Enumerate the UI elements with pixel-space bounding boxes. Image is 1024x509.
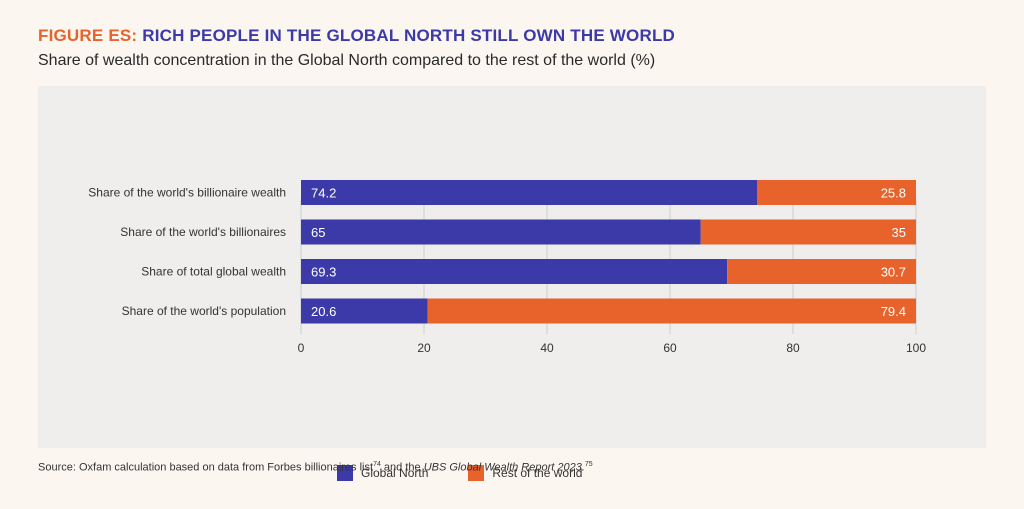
data-label-global-north-0: 74.2	[311, 186, 336, 201]
bar-rest-of-world-1	[700, 219, 916, 245]
category-label-0: Share of the world's billionaire wealth	[88, 186, 286, 200]
legend-item-global-north: Global North	[337, 465, 428, 481]
bar-rest-of-world-3	[427, 298, 916, 324]
legend: Global North Rest of the world	[337, 464, 582, 482]
data-label-rest-of-world-3: 79.4	[881, 304, 906, 319]
figure-title-text: RICH PEOPLE IN THE GLOBAL NORTH STILL OW…	[142, 26, 676, 45]
data-label-rest-of-world-1: 35	[892, 225, 906, 240]
bar-global-north-3	[301, 298, 428, 324]
x-tick-label-0: 0	[298, 341, 305, 355]
chart-panel: Share of the world's billionaire wealth 7…	[38, 86, 986, 481]
data-label-global-north-3: 20.6	[311, 304, 336, 319]
data-label-rest-of-world-2: 30.7	[881, 265, 906, 280]
x-tick-label-3: 60	[663, 341, 677, 355]
data-label-global-north-1: 65	[311, 225, 325, 240]
source-text: Source: Oxfam calculation based on data …	[38, 461, 374, 474]
bar-rest-of-world-2	[727, 259, 916, 284]
legend-label-global-north: Global North	[361, 466, 429, 480]
figure-title: FIGURE ES: RICH PEOPLE IN THE GLOBAL NOR…	[38, 26, 675, 46]
figure-prefix: FIGURE ES:	[38, 26, 138, 45]
source-text-mid: and the	[380, 461, 424, 474]
stacked-bar-chart: Share of the world's billionaire wealth 7…	[88, 180, 926, 355]
x-tick-label-4: 80	[786, 341, 800, 355]
bar-global-north-0	[301, 180, 758, 205]
source-footnote-2: 75	[584, 461, 593, 468]
category-label-3: Share of the world's population	[122, 304, 286, 318]
source-note: Source: Oxfam calculation based on data …	[38, 461, 593, 474]
source-report: UBS Global Wealth Report 2023.	[423, 461, 585, 474]
x-tick-label-1: 20	[417, 341, 431, 355]
source-footnote-1: 74	[373, 461, 381, 468]
bar-global-north-1	[301, 219, 701, 245]
legend-label-rest-of-world: Rest of the world	[492, 466, 583, 480]
legend-swatch-global-north	[337, 465, 353, 481]
bar-rest-of-world-0	[757, 180, 916, 205]
x-tick-label-5: 100	[906, 341, 926, 355]
legend-swatch-rest-of-world	[468, 465, 485, 481]
category-label-2: Share of total global wealth	[141, 265, 286, 279]
x-tick-label-2: 40	[540, 341, 554, 355]
category-label-1: Share of the world's billionaires	[120, 225, 286, 239]
legend-item-rest-of-world: Rest of the world	[468, 465, 582, 481]
figure-subtitle: Share of wealth concentration in the Glo…	[38, 52, 656, 69]
bar-global-north-2	[301, 259, 728, 284]
data-label-rest-of-world-0: 25.8	[881, 186, 906, 201]
data-label-global-north-2: 69.3	[311, 265, 336, 280]
